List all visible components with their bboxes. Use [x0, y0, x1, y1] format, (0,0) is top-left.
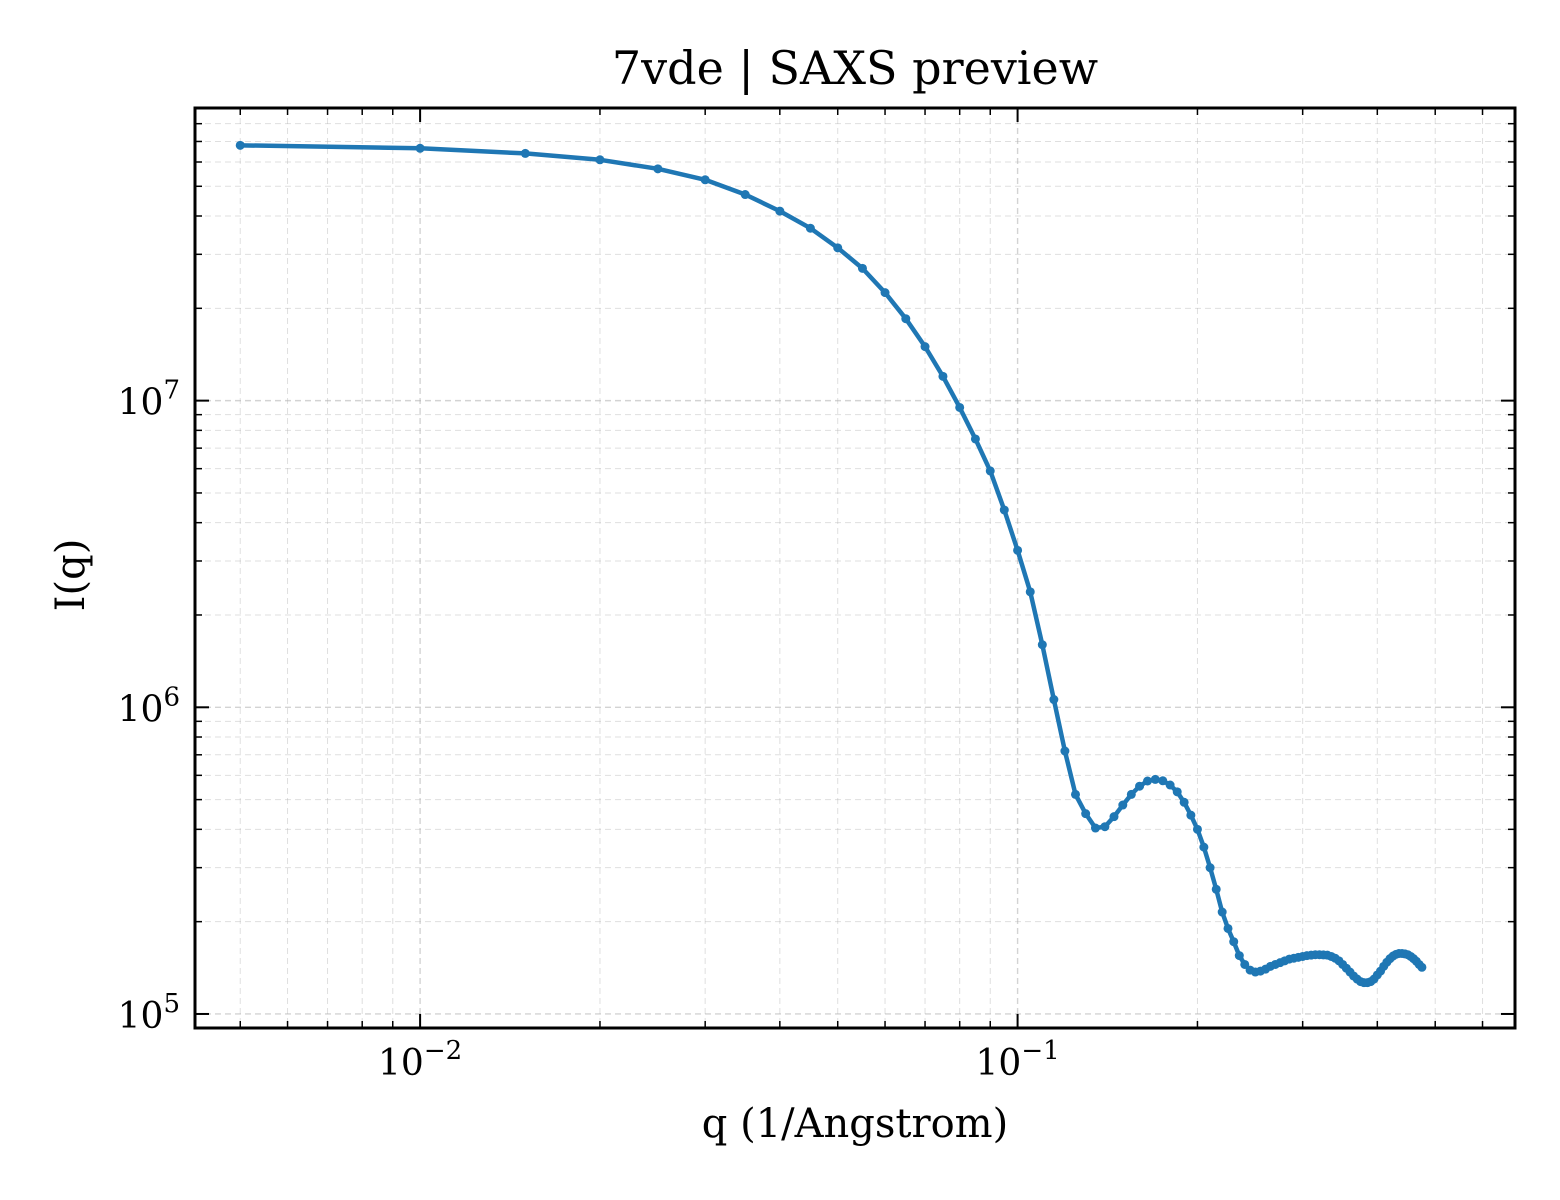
data-point: [1060, 746, 1070, 756]
data-point: [1049, 695, 1059, 705]
data-point: [1126, 789, 1136, 799]
x-tick-label: 10−2: [378, 1036, 462, 1084]
data-point: [1150, 774, 1160, 784]
data-point: [1118, 800, 1128, 810]
data-point: [1135, 781, 1145, 791]
data-point: [1199, 842, 1209, 852]
data-point: [1081, 809, 1091, 819]
data-point: [970, 434, 980, 444]
y-tick-label: 105: [118, 989, 180, 1037]
data-point: [700, 175, 710, 185]
x-axis-label: q (1/Angstrom): [702, 1101, 1008, 1147]
data-point: [235, 140, 245, 150]
data-point: [1013, 545, 1023, 555]
data-point: [1070, 789, 1080, 799]
chart-title: 7vde | SAXS preview: [612, 41, 1098, 95]
data-point: [1223, 923, 1233, 933]
data-point: [1240, 959, 1250, 969]
data-point: [1090, 823, 1100, 833]
data-point: [1186, 810, 1196, 820]
x-tick-label: 10−1: [976, 1036, 1060, 1084]
data-point: [1192, 824, 1202, 834]
data-point: [775, 206, 785, 216]
data-point: [1217, 907, 1227, 917]
data-point: [985, 466, 995, 476]
data-point: [1205, 863, 1215, 873]
data-point: [653, 164, 663, 174]
data-point: [1172, 787, 1182, 797]
data-point: [901, 314, 911, 324]
data-point: [1025, 587, 1035, 597]
data-point: [1109, 812, 1119, 822]
data-point: [1143, 776, 1153, 786]
data-point: [920, 342, 930, 352]
data-point: [415, 143, 425, 153]
data-point: [999, 505, 1009, 515]
data-point: [938, 371, 948, 381]
data-point: [1179, 797, 1189, 807]
grid: [195, 107, 1515, 1029]
data-point: [1417, 962, 1427, 972]
data-point: [595, 155, 605, 165]
plot-frame: [193, 106, 1517, 1030]
ticks: 10−2 10−1 105 106 107: [118, 107, 1515, 1084]
data-point: [1165, 780, 1175, 790]
y-tick-label: 106: [118, 682, 180, 730]
y-tick-label: 107: [118, 376, 180, 424]
data-point: [1037, 640, 1047, 650]
data-point: [520, 148, 530, 158]
data-point: [833, 243, 843, 253]
data-point: [805, 223, 815, 233]
data-point: [1100, 822, 1110, 832]
data-point: [955, 402, 965, 412]
data-point: [1234, 951, 1244, 961]
data-point: [880, 288, 890, 298]
series: [235, 140, 1427, 988]
data-point: [1158, 776, 1168, 786]
data-point: [740, 190, 750, 200]
y-axis-label: I(q): [48, 539, 94, 612]
data-point: [1211, 884, 1221, 894]
data-point: [1229, 937, 1239, 947]
data-point: [857, 263, 867, 273]
